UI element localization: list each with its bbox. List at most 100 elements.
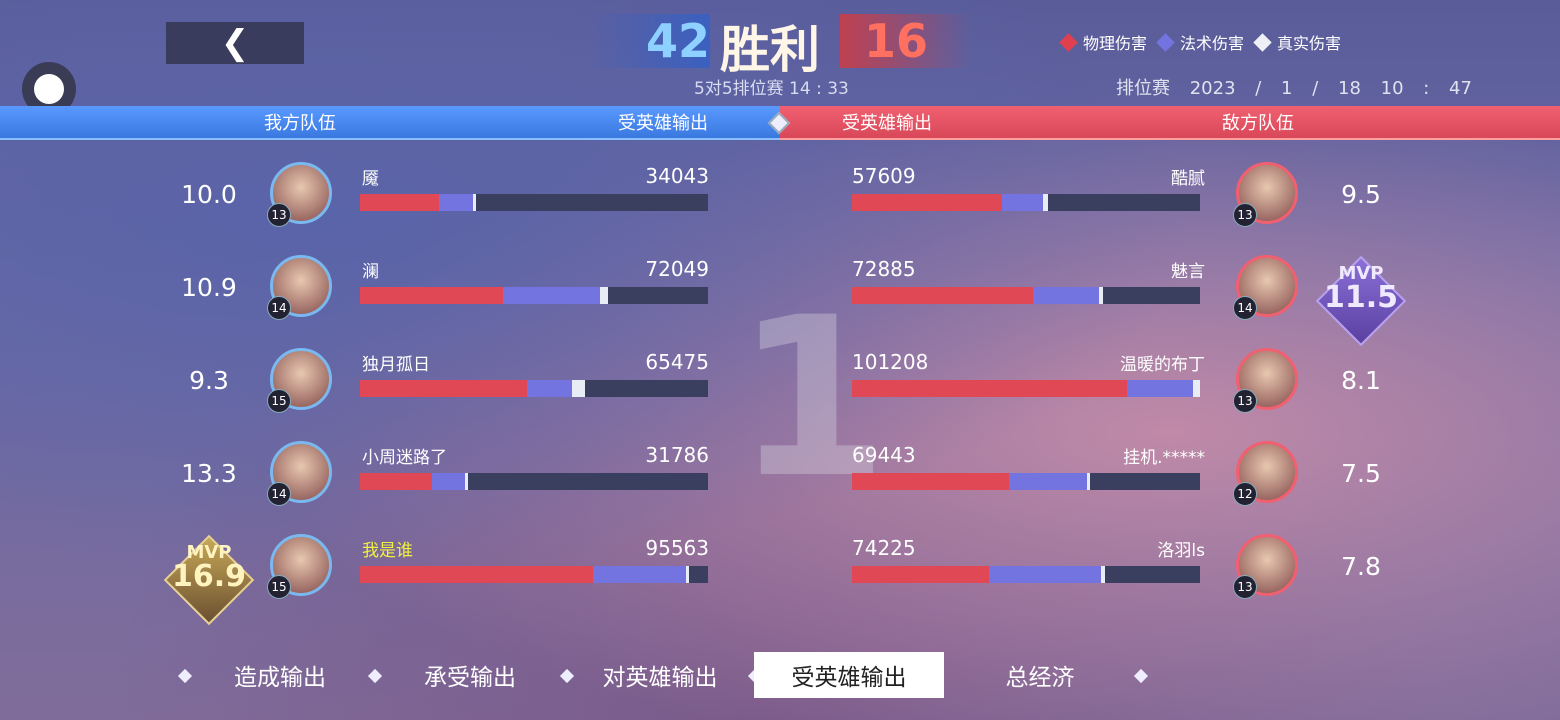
true-damage-segment [464, 473, 468, 490]
damage-bar [852, 566, 1200, 583]
our-kills: 42 [590, 14, 710, 68]
enemy-player-row[interactable]: MVP 11.5 14 魅言 72885 [0, 251, 1560, 347]
our-metric-label: 受英雄输出 [618, 113, 708, 134]
enemy-player-row[interactable]: 9.5 13 酷腻 57609 [0, 158, 1560, 238]
our-player-row[interactable]: MVP 16.9 15 我是谁 95563 [0, 530, 1560, 626]
player-score: 7.5 [1341, 459, 1381, 488]
hero-level: 13 [1233, 203, 1257, 227]
physical-damage-segment [852, 566, 990, 583]
magic-damage-segment [1001, 194, 1044, 211]
true-damage-segment [1099, 287, 1103, 304]
back-button[interactable]: ❮ [166, 22, 304, 64]
mvp-label: MVP [186, 542, 232, 563]
hero-level: 15 [267, 389, 291, 413]
mvp-label: MVP [1338, 263, 1384, 284]
player-name: 洛羽ls [1157, 541, 1205, 561]
player-name: 魅言 [1171, 262, 1205, 282]
damage-bar [852, 194, 1200, 211]
enemy-kills: 16 [840, 14, 970, 68]
hero-level: 15 [267, 575, 291, 599]
hero-avatar[interactable]: 14 [1233, 255, 1298, 320]
damage-value: 57609 [852, 164, 916, 188]
enemy-team-label: 敌方队伍 [1222, 113, 1294, 134]
player-name: 挂机.***** [1123, 448, 1205, 468]
our-player-row[interactable]: 9.3 15 独月孤日 65475 [0, 344, 1560, 424]
tab-2[interactable]: 对英雄输出 [602, 665, 718, 691]
hero-level: 13 [267, 203, 291, 227]
true-damage-segment [572, 380, 586, 397]
physical-damage-segment [360, 566, 594, 583]
player-score: 16.9 [171, 559, 247, 594]
hero-avatar[interactable]: 15 [267, 534, 332, 599]
damage-value: 95563 [645, 536, 709, 560]
damage-value: 34043 [645, 164, 709, 188]
legend-item: 真实伤害 [1253, 30, 1341, 54]
physical-damage-segment [852, 287, 1033, 304]
hero-level: 13 [1233, 575, 1257, 599]
physical-damage-segment [360, 380, 528, 397]
player-name: 独月孤日 [362, 355, 430, 375]
hero-avatar[interactable]: 13 [267, 162, 332, 227]
player-name: 魇 [362, 169, 379, 189]
hero-level: 14 [1233, 296, 1257, 320]
damage-bar [360, 380, 708, 397]
player-score: 13.3 [181, 459, 237, 488]
enemy-player-row[interactable]: 8.1 13 温暖的布丁 101208 [0, 344, 1560, 424]
player-score: 9.5 [1341, 180, 1381, 209]
diamond-icon [1156, 33, 1175, 52]
hero-avatar[interactable]: 15 [267, 348, 332, 413]
physical-damage-segment [360, 194, 439, 211]
damage-value: 31786 [645, 443, 709, 467]
hero-avatar[interactable]: 14 [267, 441, 332, 506]
circle-icon [34, 74, 64, 104]
enemy-player-row[interactable]: 7.5 12 挂机.***** 69443 [0, 437, 1560, 517]
player-name: 澜 [362, 262, 379, 282]
magic-damage-segment [502, 287, 601, 304]
player-name: 我是谁 [362, 541, 413, 561]
tab-1[interactable]: 承受输出 [424, 665, 516, 691]
player-name: 温暖的布丁 [1120, 355, 1205, 375]
hero-avatar[interactable]: 14 [267, 255, 332, 320]
legend-item: 法术伤害 [1156, 30, 1245, 54]
player-score: 8.1 [1341, 366, 1381, 395]
true-damage-segment [472, 194, 477, 211]
hero-level: 14 [267, 482, 291, 506]
player-score: 10.0 [181, 180, 237, 209]
player-score: 9.3 [189, 366, 229, 395]
hero-avatar[interactable]: 13 [1233, 162, 1298, 227]
tab-0[interactable]: 造成输出 [234, 665, 326, 691]
hero-avatar[interactable]: 13 [1233, 348, 1298, 413]
hero-level: 13 [1233, 389, 1257, 413]
damage-legend: 物理伤害 法术伤害 真实伤害 [1059, 30, 1341, 54]
true-damage-segment [685, 566, 689, 583]
our-player-row[interactable]: 10.9 14 澜 72049 [0, 251, 1560, 331]
damage-value: 69443 [852, 443, 916, 467]
damage-value: 72885 [852, 257, 916, 281]
our-player-row[interactable]: 10.0 13 魇 34043 [0, 158, 1560, 238]
damage-value: 74225 [852, 536, 916, 560]
tab-4[interactable]: 总经济 [1005, 665, 1075, 691]
magic-damage-segment [431, 473, 465, 490]
player-name: 酷腻 [1171, 169, 1205, 189]
our-team-header: 我方队伍 受英雄输出 [0, 106, 780, 140]
hero-level: 12 [1233, 482, 1257, 506]
damage-bar [360, 566, 708, 583]
diamond-separator-icon [367, 668, 383, 684]
our-player-row[interactable]: 13.3 14 小周迷路了 31786 [0, 437, 1560, 517]
hero-avatar[interactable]: 12 [1233, 441, 1298, 506]
magic-damage-segment [438, 194, 473, 211]
physical-damage-segment [852, 380, 1127, 397]
physical-damage-segment [360, 287, 503, 304]
hero-level: 14 [267, 296, 291, 320]
player-score: 10.9 [181, 273, 237, 302]
hero-avatar[interactable]: 13 [1233, 534, 1298, 599]
diamond-separator-icon [177, 668, 193, 684]
damage-bar [852, 287, 1200, 304]
legend-item: 物理伤害 [1059, 30, 1147, 54]
true-damage-segment [1100, 566, 1105, 583]
tab-3[interactable]: 受英雄输出 [754, 652, 944, 698]
diamond-separator-icon [1133, 668, 1149, 684]
enemy-player-row[interactable]: 7.8 13 洛羽ls 74225 [0, 530, 1560, 610]
true-damage-segment [1043, 194, 1048, 211]
legend-label: 法术伤害 [1180, 34, 1245, 53]
